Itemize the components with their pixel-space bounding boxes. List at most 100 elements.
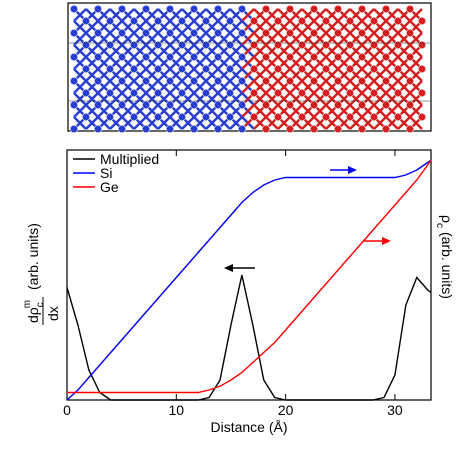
- bond: [229, 92, 243, 106]
- atom: [249, 40, 259, 50]
- atom: [117, 124, 127, 134]
- bond: [205, 44, 219, 58]
- bond: [313, 80, 327, 94]
- atom: [285, 100, 295, 110]
- bond: [409, 8, 423, 22]
- bond: [385, 8, 399, 22]
- atom: [213, 100, 223, 110]
- atom: [417, 112, 427, 122]
- atom: [309, 76, 319, 86]
- atom: [261, 124, 271, 134]
- bond: [133, 20, 147, 34]
- bond: [337, 80, 351, 94]
- plot-frame: [66, 149, 432, 401]
- atom: [297, 88, 307, 98]
- atom: [249, 88, 259, 98]
- atom: [393, 40, 403, 50]
- atom: [189, 4, 199, 14]
- bond: [265, 80, 279, 94]
- bond: [109, 116, 123, 130]
- bond: [73, 80, 87, 94]
- atom: [261, 52, 271, 62]
- bond: [313, 104, 327, 118]
- atom: [153, 64, 163, 74]
- atom: [309, 100, 319, 110]
- atom: [153, 112, 163, 122]
- bond: [301, 20, 315, 34]
- bond: [277, 20, 291, 34]
- bond: [289, 56, 303, 70]
- bond: [361, 8, 375, 22]
- bond: [73, 8, 87, 22]
- atom: [201, 40, 211, 50]
- atom: [345, 88, 355, 98]
- atom: [141, 4, 151, 14]
- bond: [97, 56, 111, 70]
- bond: [241, 8, 255, 22]
- bond: [277, 92, 291, 106]
- bond: [157, 20, 171, 34]
- lattice-image: [67, 2, 432, 134]
- atom: [333, 124, 343, 134]
- bond: [133, 92, 147, 106]
- bond: [109, 44, 123, 58]
- atom: [273, 112, 283, 122]
- atom: [93, 52, 103, 62]
- atom: [105, 40, 115, 50]
- atom: [165, 52, 175, 62]
- y-label-main: dρcm: [22, 300, 46, 323]
- bond: [205, 20, 219, 34]
- atom: [225, 88, 235, 98]
- atom: [417, 40, 427, 50]
- atom: [321, 40, 331, 50]
- atom: [69, 124, 79, 134]
- atom: [345, 40, 355, 50]
- bond: [85, 44, 99, 58]
- legend-label: Ge: [100, 179, 119, 195]
- atom: [189, 124, 199, 134]
- bond: [385, 80, 399, 94]
- bond: [301, 68, 315, 82]
- bond: [349, 44, 363, 58]
- atom: [381, 28, 391, 38]
- bond: [229, 20, 243, 34]
- atom: [381, 52, 391, 62]
- bond: [289, 80, 303, 94]
- bond: [241, 56, 255, 70]
- bond: [253, 20, 267, 34]
- y2-label-rho: ρ: [439, 215, 455, 223]
- atom: [285, 28, 295, 38]
- atom: [309, 4, 319, 14]
- atom: [393, 64, 403, 74]
- bond: [241, 104, 255, 118]
- atom: [201, 88, 211, 98]
- atom: [297, 16, 307, 26]
- bond: [265, 104, 279, 118]
- atom: [189, 100, 199, 110]
- bond: [265, 8, 279, 22]
- atom: [69, 76, 79, 86]
- atom: [165, 100, 175, 110]
- bond: [109, 20, 123, 34]
- bond: [193, 104, 207, 118]
- bond: [277, 44, 291, 58]
- bond: [109, 92, 123, 106]
- bond: [121, 8, 135, 22]
- atom: [321, 112, 331, 122]
- x-tick-label: 20: [278, 402, 294, 418]
- atom: [213, 28, 223, 38]
- atom: [345, 112, 355, 122]
- bond: [133, 44, 147, 58]
- atom: [105, 88, 115, 98]
- bond: [337, 104, 351, 118]
- atom: [357, 76, 367, 86]
- atom: [129, 88, 139, 98]
- atom: [129, 16, 139, 26]
- bond: [409, 80, 423, 94]
- atom: [417, 88, 427, 98]
- atom: [105, 112, 115, 122]
- bond: [313, 8, 327, 22]
- bond: [181, 44, 195, 58]
- bond: [349, 20, 363, 34]
- x-axis-label: Distance (Å): [210, 419, 287, 435]
